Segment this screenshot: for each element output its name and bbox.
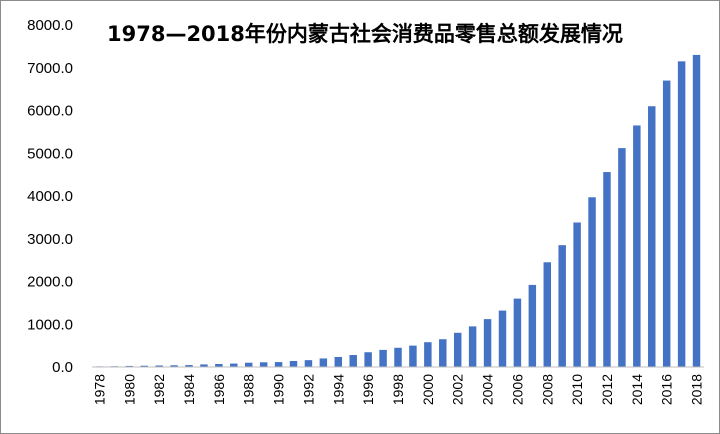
- y-tick-label: 3000.0: [27, 231, 73, 248]
- y-tick-label: 7000.0: [27, 60, 73, 77]
- bar-1993: [319, 358, 328, 367]
- x-tick-label: 1982: [151, 374, 167, 405]
- bar-2014: [633, 125, 641, 368]
- x-tick-label: 2018: [689, 374, 705, 405]
- x-tick-label: 2010: [569, 374, 585, 405]
- y-axis-ticks: 0.0 1000.0 2000.0 3000.0 4000.0 5000.0 6000.0 7…: [27, 17, 73, 376]
- bar-2007: [528, 284, 537, 367]
- x-tick-label: 1988: [241, 374, 257, 405]
- y-tick-label: 0.0: [52, 359, 73, 376]
- bar-2003: [468, 326, 477, 367]
- bar-1999: [409, 345, 417, 368]
- bar-2013: [618, 148, 626, 367]
- x-tick-label: 2014: [629, 374, 645, 405]
- chart-title: 1978—2018年份内蒙古社会消费品零售总额发展情况: [107, 22, 623, 46]
- x-tick-label: 1996: [360, 374, 376, 405]
- x-tick-label: 1978: [91, 374, 107, 405]
- bar-1998: [394, 347, 402, 367]
- y-tick-label: 2000.0: [27, 274, 73, 291]
- bar-1984: [185, 365, 193, 367]
- x-tick-label: 1984: [181, 374, 197, 405]
- x-tick-label: 2008: [539, 374, 555, 405]
- y-tick-label: 5000.0: [27, 145, 73, 162]
- x-tick-label: 1990: [271, 374, 287, 405]
- x-tick-label: 1998: [390, 374, 406, 405]
- x-tick-label: 2000: [420, 374, 436, 405]
- bar-1992: [304, 360, 313, 367]
- y-tick-label: 6000.0: [27, 103, 73, 120]
- y-tick-label: 1000.0: [27, 316, 73, 333]
- x-tick-label: 2012: [599, 374, 615, 405]
- bar-2018: [692, 54, 701, 368]
- x-tick-label: 2004: [480, 374, 496, 405]
- bar-1981: [140, 365, 148, 367]
- bar-2008: [543, 262, 551, 367]
- bar-1988: [245, 362, 253, 367]
- bar-2015: [648, 106, 656, 367]
- bar-2016: [662, 80, 671, 367]
- x-tick-label: 1992: [300, 374, 316, 405]
- bar-1990: [274, 362, 283, 367]
- bar-2005: [498, 310, 507, 367]
- bar-1995: [349, 355, 357, 367]
- bar-1991: [289, 361, 298, 367]
- bar-1980: [125, 365, 134, 367]
- bar-1985: [200, 364, 208, 367]
- bar-2017: [677, 61, 686, 368]
- x-tick-label: 2016: [659, 374, 675, 405]
- bar-1983: [170, 365, 178, 367]
- x-tick-label: 2006: [509, 374, 525, 405]
- bar-series: [95, 54, 701, 368]
- bar-1994: [334, 356, 343, 367]
- bar-1997: [379, 349, 387, 367]
- y-tick-label: 4000.0: [27, 188, 73, 205]
- bar-2006: [513, 298, 522, 367]
- bar-2009: [558, 245, 566, 367]
- bar-2000: [424, 342, 432, 367]
- x-axis-ticks: 1978 1980 1982 1984 1986 1988 1990 1992 1994 1996…: [91, 374, 704, 405]
- bar-2011: [588, 197, 596, 367]
- x-tick-label: 1994: [330, 374, 346, 405]
- bar-1986: [215, 364, 223, 367]
- bar-2012: [603, 172, 611, 367]
- bar-1982: [155, 365, 163, 367]
- bar-2010: [573, 222, 581, 367]
- bar-2002: [453, 332, 462, 367]
- x-tick-label: 1986: [211, 374, 227, 405]
- bar-1996: [364, 352, 372, 367]
- bar-2004: [483, 319, 492, 367]
- y-tick-label: 8000.0: [27, 17, 73, 34]
- bar-2001: [439, 339, 447, 367]
- x-tick-label: 2002: [450, 374, 466, 405]
- x-tick-label: 1980: [121, 374, 137, 405]
- bar-1987: [230, 363, 238, 367]
- bar-1989: [259, 362, 268, 367]
